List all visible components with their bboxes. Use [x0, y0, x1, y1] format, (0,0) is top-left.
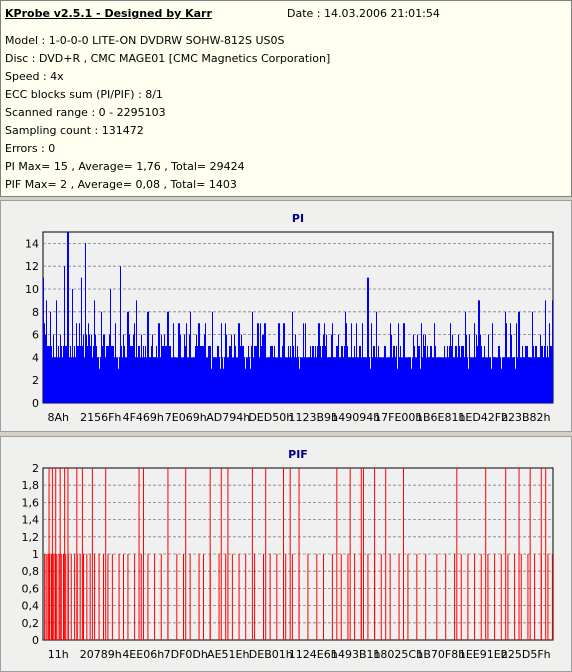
app-title: KProbe v2.5.1 - Designed by Karr — [5, 7, 212, 20]
y-tick-label: 0,8 — [22, 565, 40, 578]
info-speed: Speed : 4x — [5, 70, 64, 83]
x-tick-label: 1123B9h — [288, 411, 338, 424]
y-tick-label: 1,8 — [22, 479, 40, 492]
x-tick-label: 7E069h — [165, 411, 207, 424]
y-tick-label: 0 — [32, 397, 39, 410]
info-pif-stats: PIF Max= 2 , Average= 0,08 , Total= 1403 — [5, 178, 237, 191]
pi-chart: PI 0 2 4 6 8 10 12 14 8Ah 2156Fh 4F469h 7E069h AD794h… — [25, 212, 554, 424]
x-tick-label: 1493B1h — [331, 648, 381, 661]
x-tick-label: DEB01h — [249, 648, 293, 661]
y-tick-label: 2 — [32, 462, 39, 475]
y-tick-label: 2 — [32, 374, 39, 387]
y-tick-label: 1 — [32, 548, 39, 561]
x-tick-label: 1EE91Eh — [459, 648, 508, 661]
info-panel: KProbe v2.5.1 - Designed by Karr Date : … — [0, 0, 572, 197]
y-tick-label: 1,4 — [22, 514, 40, 527]
y-tick-label: 10 — [25, 283, 39, 296]
x-tick-label: 1ED42Fh — [458, 411, 508, 424]
x-tick-label: 1B6E81h — [416, 411, 465, 424]
chart-title: PIF — [288, 448, 308, 461]
info-errors: Errors : 0 — [5, 142, 56, 155]
y-tick-label: 4 — [32, 351, 39, 364]
chart-title: PI — [292, 212, 304, 225]
x-tick-label: 17FE00h — [374, 411, 422, 424]
y-tick-label: 6 — [32, 329, 39, 342]
y-tick-label: 14 — [25, 237, 39, 250]
y-tick-label: 0,4 — [22, 600, 40, 613]
info-model: Model : 1-0-0-0 LITE-ON DVDRW SOHW-812S … — [5, 34, 285, 47]
x-tick-label: 4F469h — [123, 411, 164, 424]
info-ecc-blocks: ECC blocks sum (PI/PIF) : 8/1 — [5, 88, 163, 101]
x-tick-label: 11h — [48, 648, 69, 661]
y-tick-label: 0,2 — [22, 617, 40, 630]
pif-chart: PIF 0 0,2 0,4 0,6 0,8 1 1,2 1,4 1,6 1,8 2 11h 20789h 4… — [22, 448, 554, 661]
y-tick-label: 12 — [25, 260, 39, 273]
info-scanned-range: Scanned range : 0 - 2295103 — [5, 106, 166, 119]
x-tick-label: 225D5Fh — [501, 648, 551, 661]
x-tick-label: 18025Ch — [373, 648, 423, 661]
y-tick-label: 1,6 — [22, 496, 40, 509]
scan-date: Date : 14.03.2006 21:01:54 — [287, 7, 440, 20]
x-tick-label: 20789h — [80, 648, 122, 661]
info-disc: Disc : DVD+R , CMC MAGE01 [CMC Magnetics… — [5, 52, 331, 65]
x-tick-label: 1B70F8h — [416, 648, 465, 661]
x-tick-label: 8Ah — [48, 411, 70, 424]
y-tick-label: 8 — [32, 306, 39, 319]
x-tick-label: 7DF0Dh — [164, 648, 208, 661]
x-tick-label: 4EE06h — [122, 648, 164, 661]
x-tick-label: DED50h — [248, 411, 293, 424]
y-tick-label: 0 — [32, 634, 39, 647]
info-pi-stats: PI Max= 15 , Average= 1,76 , Total= 2942… — [5, 160, 245, 173]
x-tick-label: 1124E6h — [289, 648, 338, 661]
x-tick-label: 2156Fh — [80, 411, 121, 424]
x-tick-label: 223B82h — [501, 411, 551, 424]
x-tick-label: AD794h — [206, 411, 250, 424]
info-sampling-count: Sampling count : 131472 — [5, 124, 144, 137]
x-tick-label: AE51Eh — [207, 648, 249, 661]
y-tick-label: 0,6 — [22, 582, 40, 595]
pif-chart-panel: PIF 0 0,2 0,4 0,6 0,8 1 1,2 1,4 1,6 1,8 2 11h 20789h 4… — [0, 436, 572, 672]
y-tick-label: 1,2 — [22, 531, 40, 544]
x-tick-label: 149094h — [331, 411, 380, 424]
pi-chart-panel: PI 0 2 4 6 8 10 12 14 8Ah 2156Fh 4F469h 7E069h AD794h… — [0, 200, 572, 432]
